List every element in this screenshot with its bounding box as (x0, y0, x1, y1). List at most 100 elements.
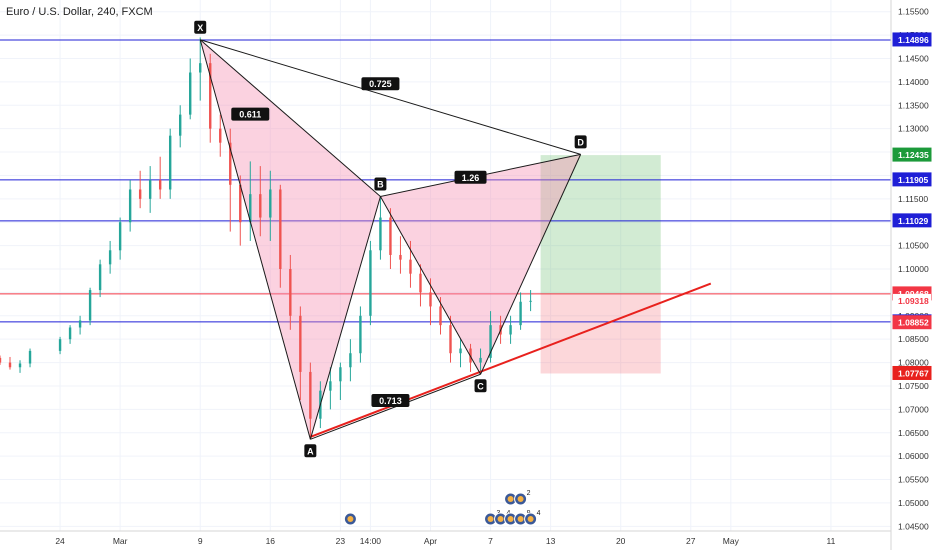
point-label-d: D (577, 137, 584, 147)
candle-body (108, 250, 112, 265)
xab-triangle (200, 39, 381, 440)
candle-body (88, 290, 92, 321)
x-tick-label: 7 (488, 536, 493, 546)
chart-title: Euro / U.S. Dollar, 240, FXCM (6, 6, 153, 18)
candle-body (68, 327, 72, 340)
candle-body (489, 325, 492, 358)
y-tick-label: 1.08000 (898, 358, 929, 368)
y-tick-label: 1.15500 (898, 7, 929, 17)
ratio-label: 1.26 (462, 173, 480, 183)
x-tick-label: 9 (198, 536, 203, 546)
x-tick-label: 23 (336, 536, 346, 546)
candle-body (98, 264, 102, 291)
candle-body (199, 63, 202, 73)
price-tag-text: 1.09318 (898, 296, 929, 306)
harmonic-pattern-lines[interactable] (199, 39, 582, 440)
candle-body (239, 184, 242, 223)
bc-leg[interactable] (379, 196, 481, 375)
x-tick-label: 24 (55, 536, 65, 546)
time-axis[interactable]: 24 Mar 9 16 23 14:00 Apr 7 13 20 27 May 11 (55, 536, 835, 546)
xd-line[interactable] (200, 39, 581, 155)
candle-body (0, 357, 2, 363)
candle-body (339, 367, 342, 382)
cd-leg[interactable] (480, 154, 582, 375)
price-tag-text: 1.08852 (898, 318, 929, 328)
pattern-labels: X A B C D 0.611 0.725 1.26 0.713 (194, 20, 587, 458)
point-label-x: X (197, 23, 203, 33)
y-tick-label: 1.04500 (898, 521, 929, 531)
candle-body (229, 142, 232, 185)
candle-body (529, 300, 532, 302)
stop-zone (540, 293, 661, 374)
candle-body (18, 363, 22, 368)
y-tick-label: 1.07000 (898, 404, 929, 414)
price-tag (892, 172, 932, 187)
ratio-label: 0.611 (239, 110, 261, 120)
xb-line[interactable] (199, 39, 381, 197)
event-icon-dot (527, 516, 534, 522)
x-tick-label: Apr (424, 536, 437, 546)
candle-body (329, 381, 332, 391)
horizontal-lines[interactable] (0, 39, 891, 323)
candle-body (349, 353, 352, 368)
candle-body (289, 269, 292, 316)
support-trendline[interactable] (309, 282, 712, 438)
price-tag (893, 293, 931, 307)
candle-body (309, 371, 312, 419)
candle-body (189, 72, 192, 115)
price-tag-text: 1.14896 (898, 35, 929, 45)
point-label-box (194, 20, 207, 34)
event-icon-dot (517, 496, 524, 502)
event-count: 2 (527, 490, 531, 497)
candle-body (128, 189, 132, 223)
x-tick-label: May (723, 536, 740, 546)
price-tag-text: 1.12435 (898, 150, 929, 160)
ratio-label: 0.713 (379, 396, 402, 406)
price-tag (892, 213, 932, 228)
point-label-box (474, 379, 487, 393)
price-tag (892, 32, 932, 47)
x-tick-label: 13 (546, 536, 556, 546)
position-zones (540, 155, 661, 374)
harmonic-pattern-fill (200, 39, 581, 440)
price-tag (892, 147, 932, 162)
candle-body (509, 325, 512, 335)
xa-leg[interactable] (199, 39, 311, 440)
x-tick-label: 14:00 (360, 536, 382, 546)
trendline[interactable] (309, 282, 712, 438)
point-label-box (374, 177, 387, 191)
price-tags: 1.14896 1.12435 1.11905 1.11029 1.094681.093… (892, 32, 932, 380)
x-tick-label: 11 (827, 536, 836, 546)
y-tick-label: 1.06000 (898, 451, 929, 461)
price-axis[interactable]: 1.155001.150001.145001.140001.135001.130… (898, 7, 929, 532)
price-tag (892, 315, 932, 330)
candle-body (138, 189, 142, 199)
event-badges[interactable]: 34942 (343, 490, 541, 526)
event-icon-dot (507, 496, 514, 502)
price-tag (892, 365, 932, 380)
candle-body (519, 301, 522, 326)
candle-body (379, 217, 382, 251)
y-tick-label: 1.07500 (898, 381, 929, 391)
ratio-label-box (454, 170, 487, 184)
candle-body (259, 194, 262, 218)
candle-body (8, 362, 12, 368)
candle-body (419, 273, 422, 293)
y-tick-label: 1.05500 (898, 475, 929, 485)
event-icon-dot (507, 516, 514, 522)
candle-body (118, 222, 122, 251)
ab-leg[interactable] (309, 196, 381, 440)
price-tag-text: 1.11905 (898, 175, 929, 185)
x-tick-label: 20 (616, 536, 626, 546)
candle-body (168, 135, 172, 190)
y-tick-label: 1.06500 (898, 428, 929, 438)
x-tick-label: 16 (266, 536, 276, 546)
x-tick-label: 27 (686, 536, 696, 546)
point-label-box (574, 135, 587, 149)
ratio-label-box (231, 107, 270, 121)
candles (0, 37, 532, 440)
candle-body (429, 292, 432, 307)
point-label-b: B (377, 179, 384, 189)
chart-grid (0, 0, 891, 531)
